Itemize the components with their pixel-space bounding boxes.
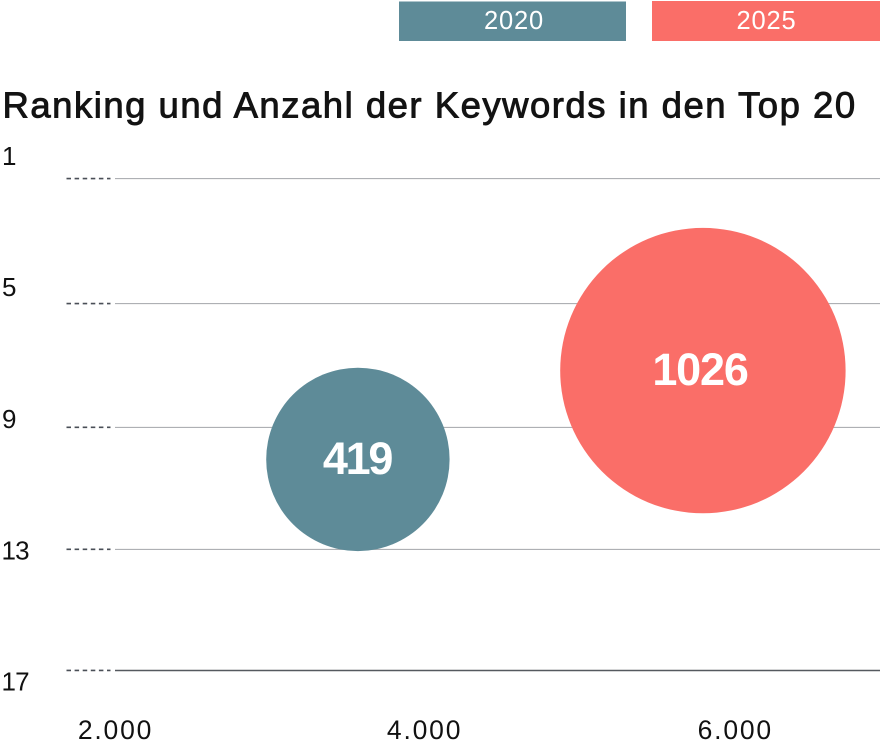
svg-text:5: 5	[2, 272, 16, 302]
svg-text:6.000: 6.000	[698, 715, 773, 740]
svg-text:1026: 1026	[652, 344, 747, 395]
svg-text:419: 419	[323, 433, 392, 484]
svg-text:2.000: 2.000	[78, 715, 153, 740]
svg-text:2025: 2025	[737, 7, 797, 35]
svg-text:9: 9	[2, 404, 16, 434]
svg-text:Ranking und Anzahl der Keyword: Ranking und Anzahl der Keywords in den T…	[3, 85, 857, 126]
svg-text:4.000: 4.000	[387, 715, 462, 740]
svg-text:13: 13	[2, 536, 30, 566]
svg-text:2020: 2020	[484, 7, 544, 35]
svg-text:17: 17	[2, 667, 30, 697]
svg-text:1: 1	[2, 141, 16, 171]
